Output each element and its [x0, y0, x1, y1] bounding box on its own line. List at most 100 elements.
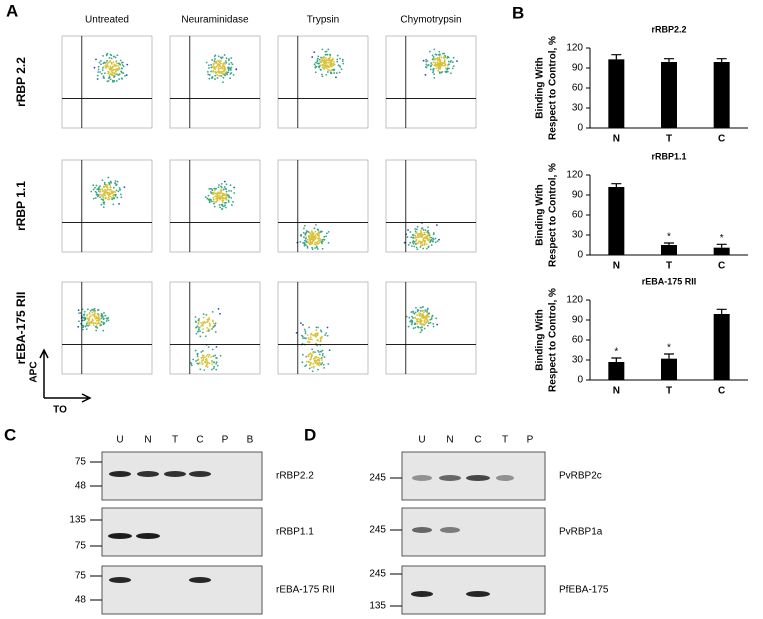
cell-dot — [315, 332, 318, 335]
cell-dot — [107, 194, 110, 197]
cell-dot — [318, 353, 321, 356]
cell-dot — [86, 321, 89, 324]
row-label: rEBA-175 RII — [14, 292, 28, 365]
cell-dot — [409, 241, 411, 244]
cell-dot — [210, 200, 213, 203]
cell-dot — [422, 306, 424, 308]
cell-dot — [117, 74, 120, 77]
cell-dot — [212, 196, 215, 199]
cell-dot — [207, 198, 210, 201]
cell-dot — [412, 240, 415, 242]
band — [136, 533, 160, 539]
cell-dot — [322, 57, 325, 60]
cell-dot — [225, 57, 228, 60]
error-bar — [716, 308, 727, 314]
cell-dot — [309, 363, 312, 366]
cell-dot — [423, 320, 426, 323]
cell-dot — [426, 311, 428, 314]
band — [412, 475, 432, 481]
cell-dot — [98, 322, 100, 325]
lane-label: T — [502, 435, 508, 446]
cell-dot — [230, 61, 233, 64]
cell-dot — [208, 316, 211, 319]
cell-dot — [112, 191, 115, 194]
cell-dot — [425, 321, 428, 324]
cell-dot — [305, 240, 307, 243]
cell-dot — [315, 233, 318, 236]
cell-dot — [114, 182, 117, 185]
row-label: rRBP 1.1 — [14, 181, 28, 231]
cell-dot — [303, 244, 306, 247]
cell-dot — [325, 50, 328, 53]
cell-dot — [112, 197, 115, 200]
band — [466, 591, 490, 597]
cell-dot — [108, 71, 110, 74]
cell-dot — [424, 322, 427, 325]
cell-dot — [443, 60, 446, 63]
cell-dot — [99, 185, 101, 187]
cell-dot — [438, 60, 441, 63]
cell-dot — [116, 62, 118, 65]
cell-dot — [317, 362, 320, 365]
y-axis-label: Binding With — [535, 184, 546, 246]
cell-dot — [432, 69, 435, 72]
cell-dot — [219, 354, 222, 357]
cell-dot — [109, 186, 112, 189]
cell-dot — [424, 229, 427, 232]
cell-dot — [107, 198, 110, 201]
column-header: Untreated — [85, 15, 129, 26]
cell-dot — [417, 233, 420, 236]
cell-dot — [420, 231, 422, 234]
cell-dot — [317, 368, 319, 371]
cell-dot — [206, 361, 209, 364]
cell-dot — [308, 242, 311, 245]
cell-dot — [326, 61, 328, 64]
cell-dot — [220, 188, 223, 191]
cell-dot — [314, 247, 317, 249]
cell-dot — [100, 312, 103, 315]
band — [411, 591, 433, 597]
cell-dot — [216, 199, 219, 201]
cell-dot — [314, 362, 317, 364]
cell-dot — [233, 192, 236, 194]
cell-dot — [118, 68, 121, 70]
cell-dot — [445, 67, 447, 70]
flow-plot — [385, 35, 477, 129]
cell-dot — [316, 334, 319, 337]
cell-dot — [433, 48, 436, 51]
cell-dot — [415, 306, 417, 309]
cell-dot — [311, 242, 313, 245]
cell-dot — [313, 243, 316, 246]
cell-dot — [433, 64, 436, 67]
cell-dot — [427, 324, 429, 327]
cell-dot — [211, 76, 214, 79]
cell-dot — [432, 323, 435, 325]
chart-title: rRBP2.2 — [651, 24, 686, 34]
cell-dot — [220, 75, 223, 77]
cell-dot — [91, 308, 93, 311]
cell-dot — [422, 239, 425, 242]
cell-dot — [407, 325, 410, 328]
cell-dot — [316, 359, 319, 362]
cell-dot — [85, 324, 88, 327]
cell-dot — [327, 58, 330, 60]
cell-dot — [421, 309, 424, 312]
x-tick-label: T — [666, 134, 672, 145]
cell-dot — [415, 236, 418, 239]
cell-dot — [311, 56, 314, 58]
cell-dot — [120, 196, 123, 198]
marker-label: 245 — [369, 473, 386, 484]
cell-dot — [92, 324, 95, 327]
cell-dot — [307, 242, 310, 244]
cell-dot — [106, 192, 109, 194]
cell-dot — [229, 73, 232, 75]
cell-dot — [407, 229, 409, 231]
cell-dot — [214, 58, 216, 60]
cell-dot — [221, 207, 224, 210]
cell-dot — [420, 306, 422, 309]
cell-dot — [323, 67, 326, 69]
cell-dot — [416, 325, 419, 328]
cell-dot — [309, 336, 312, 339]
cell-dot — [438, 71, 441, 74]
cell-dot — [206, 326, 208, 329]
